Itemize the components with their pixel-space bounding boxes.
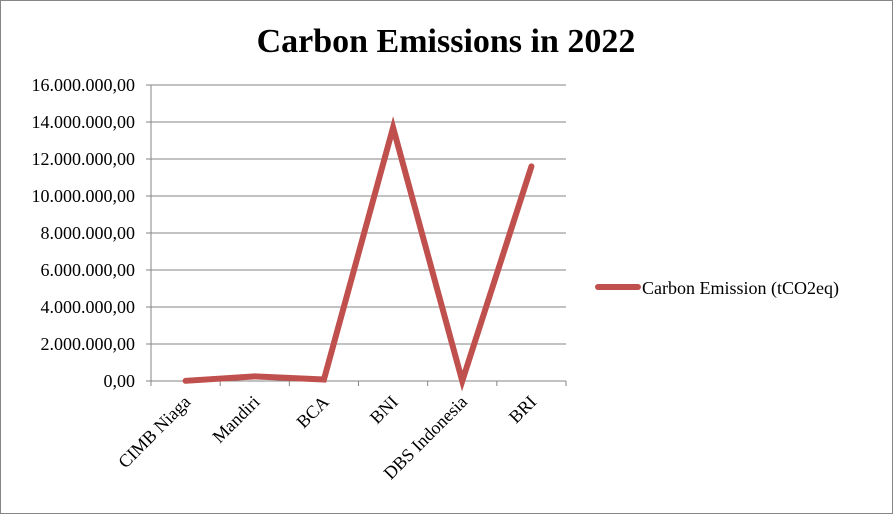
x-tick-label: BCA <box>292 392 332 432</box>
y-tick-label: 12.000.000,00 <box>32 149 136 169</box>
y-tick-label: 4.000.000,00 <box>41 297 136 317</box>
x-tick-label: CIMB Niaga <box>114 392 194 472</box>
series-group <box>182 116 535 392</box>
y-tick-label: 16.000.000,00 <box>32 75 136 95</box>
x-tick-label: BNI <box>366 392 402 428</box>
series-line <box>182 116 535 392</box>
y-tick-label: 2.000.000,00 <box>41 334 136 354</box>
y-tick-label: 8.000.000,00 <box>41 223 136 243</box>
x-tick-label: Mandiri <box>208 392 263 447</box>
legend-label: Carbon Emission (tCO2eq) <box>642 278 839 299</box>
y-tick-label: 0,00 <box>104 371 136 391</box>
gridlines <box>151 84 566 382</box>
legend: Carbon Emission (tCO2eq) <box>595 278 839 299</box>
y-tick-label: 14.000.000,00 <box>32 112 136 132</box>
y-axis-ticks: 0,00 2.000.000,00 4.000.000,00 6.000.000,00… <box>32 75 151 391</box>
y-tick-label: 10.000.000,00 <box>32 186 136 206</box>
chart-title: Carbon Emissions in 2022 <box>257 23 636 60</box>
y-tick-label: 6.000.000,00 <box>41 260 136 280</box>
x-tick-label: BRI <box>505 392 540 427</box>
